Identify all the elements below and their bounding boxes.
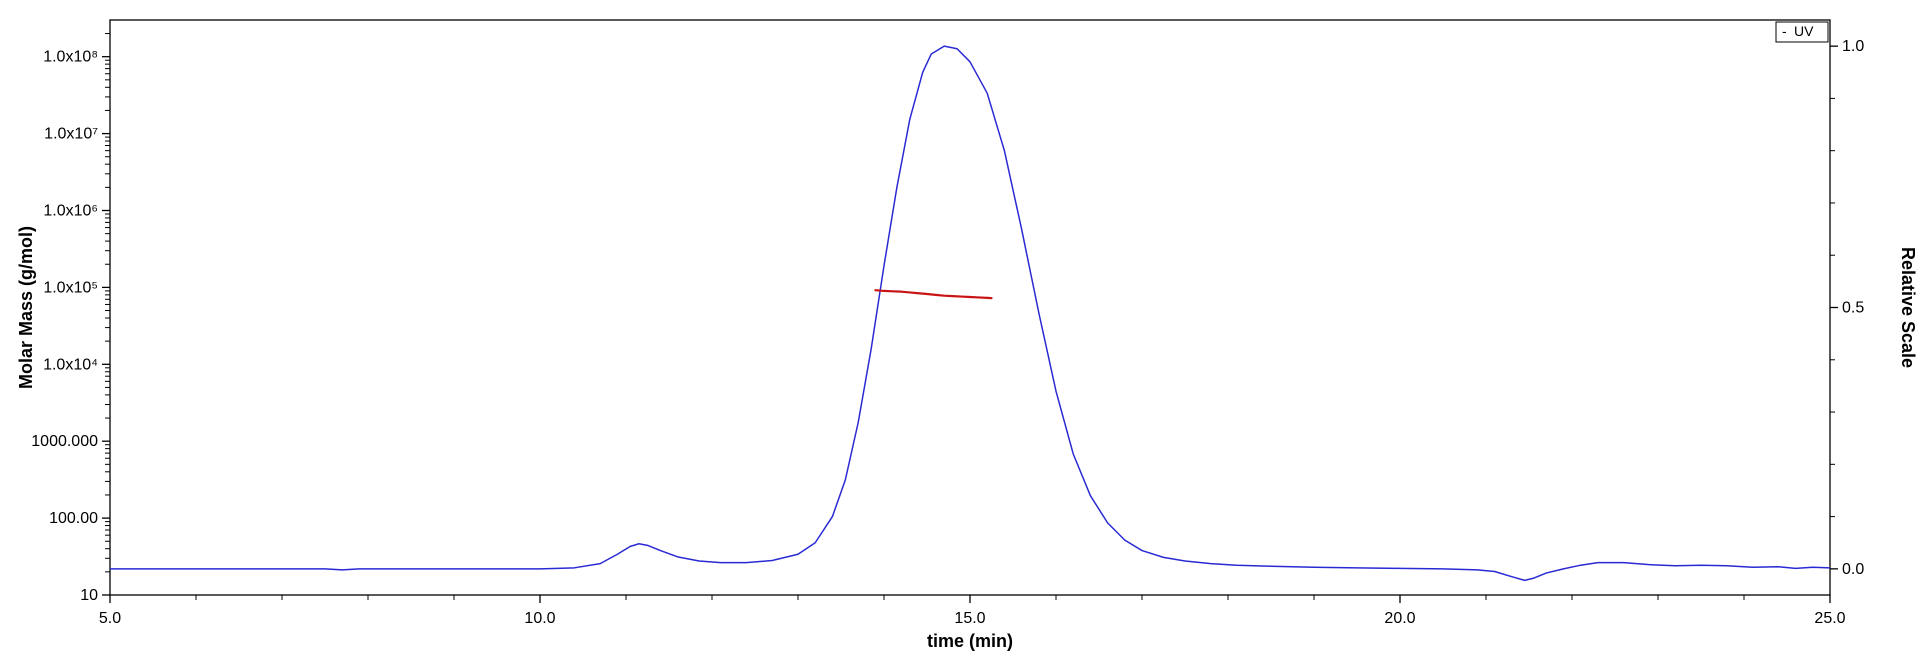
- plot-frame: [110, 20, 1830, 595]
- y-left-tick-label: 100.00: [49, 510, 98, 527]
- y-left-tick-label: 1.0x10⁸: [43, 49, 98, 66]
- x-axis-label: time (min): [927, 631, 1013, 651]
- chart-container: 5.0 10.0 15.0 20.0 25.0 time (min) 10 100.00 100…: [0, 0, 1920, 672]
- y-right-tick-label: 1.0: [1842, 38, 1864, 55]
- series-uv: [110, 46, 1830, 580]
- y-left-tick-label: 1000.000: [31, 433, 98, 450]
- x-tick-label: 25.0: [1814, 610, 1845, 627]
- y-right-tick-label: 0.0: [1842, 561, 1864, 578]
- y-right-tick-label: 0.5: [1842, 300, 1864, 317]
- y-left-tick-label: 1.0x10⁵: [43, 279, 98, 296]
- legend-label: UV: [1794, 23, 1814, 39]
- y-left-axis-label: Molar Mass (g/mol): [16, 226, 36, 389]
- x-tick-label: 10.0: [524, 610, 555, 627]
- y-right-axis-label: Relative Scale: [1898, 247, 1918, 368]
- y-left-tick-label: 1.0x10⁷: [44, 126, 98, 143]
- y-left-tick-label: 1.0x10⁴: [43, 356, 98, 373]
- x-tick-label: 20.0: [1384, 610, 1415, 627]
- legend-dash: -: [1782, 23, 1787, 39]
- x-tick-label: 15.0: [954, 610, 985, 627]
- x-tick-label: 5.0: [99, 610, 121, 627]
- series-molar-mass: [875, 290, 991, 298]
- y-left-tick-label: 10: [80, 587, 98, 604]
- chart-svg: 5.0 10.0 15.0 20.0 25.0 time (min) 10 100.00 100…: [0, 0, 1920, 672]
- y-left-tick-label: 1.0x10⁶: [43, 202, 98, 219]
